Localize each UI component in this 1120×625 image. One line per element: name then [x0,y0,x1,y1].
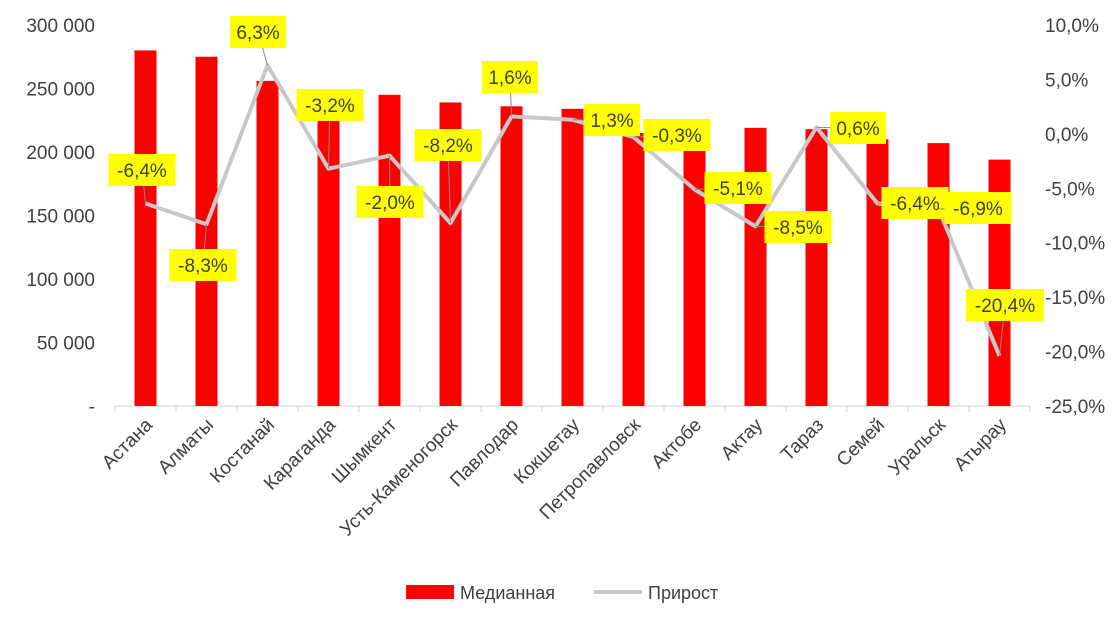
right-tick-label: 10,0% [1045,16,1099,37]
right-tick-label: 5,0% [1045,70,1088,91]
data-label: -0,3% [634,119,711,151]
right-tick-label: -15,0% [1045,288,1105,309]
right-tick-label: -25,0% [1045,397,1105,418]
left-tick-label: 300 000 [26,16,95,37]
legend-label: Медианная [460,583,555,603]
svg-text:-6,4%: -6,4% [117,161,167,182]
data-label: 6,3% [230,16,286,65]
bar [745,128,767,406]
right-tick-label: -5,0% [1045,179,1095,200]
bar [196,57,218,406]
svg-text:-0,3%: -0,3% [652,126,702,147]
x-tick-label: Семей [833,415,889,471]
svg-text:1,3%: 1,3% [590,111,633,132]
data-label: -8,5% [756,211,832,243]
bar [806,129,828,406]
bar [257,81,279,406]
bar [562,109,584,406]
svg-text:-8,5%: -8,5% [773,218,823,239]
data-label: -5,1% [695,172,772,204]
left-tick-label: 50 000 [37,334,95,355]
right-tick-label: -10,0% [1045,234,1105,255]
bar [379,95,401,406]
legend: Медианная Прирост [406,583,718,603]
svg-text:-6,9%: -6,9% [953,199,1003,220]
svg-text:-3,2%: -3,2% [305,96,355,117]
bar [928,143,950,406]
x-tick-label: Астана [98,414,157,473]
x-tick-label: Актобе [648,415,706,473]
svg-text:6,3%: 6,3% [236,23,279,44]
x-tick-label: Атырау [950,414,1011,475]
svg-text:-20,4%: -20,4% [975,296,1035,317]
right-tick-label: 0,0% [1045,125,1088,146]
legend-label: Прирост [648,583,718,603]
svg-text:-6,4%: -6,4% [890,194,940,215]
bar [135,50,157,406]
svg-text:-8,3%: -8,3% [178,256,228,277]
data-label: -2,0% [357,156,424,218]
x-tick-label: Уральск [885,414,951,480]
bar [623,133,645,406]
svg-text:0,6%: 0,6% [836,119,879,140]
svg-text:-8,2%: -8,2% [423,136,473,157]
left-tick-label: 100 000 [26,270,95,291]
x-tick-label: Алматы [154,415,218,479]
left-tick-label: 200 000 [26,143,95,164]
x-tick-label: Тараз [777,415,828,466]
legend-swatch-bar [406,585,454,599]
left-tick-label: 250 000 [26,80,95,101]
left-tick-label: 150 000 [26,207,95,228]
right-tick-label: -20,0% [1045,343,1105,364]
svg-text:1,6%: 1,6% [488,68,531,89]
bar [501,106,523,406]
left-tick-label: - [89,397,95,418]
x-tick-label: Усть-Каменогорск [336,414,462,540]
data-label: -6,9% [939,192,1012,224]
x-tick-label: Актау [717,414,767,464]
svg-text:-2,0%: -2,0% [365,193,415,214]
bar [867,139,889,406]
svg-text:-5,1%: -5,1% [713,179,763,200]
data-label: -6,4% [878,187,949,219]
